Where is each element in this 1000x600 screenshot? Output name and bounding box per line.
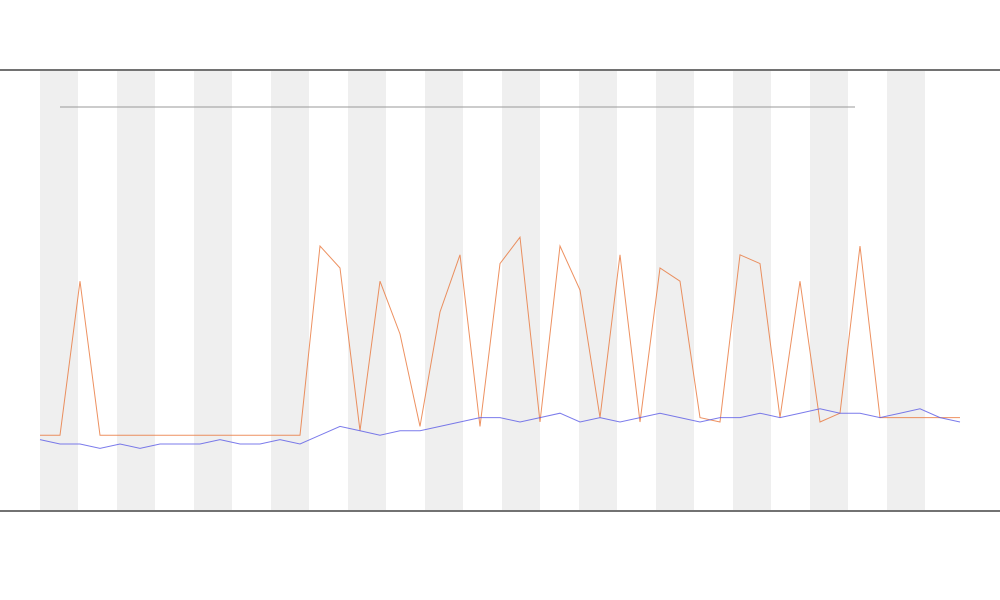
shade-band (117, 71, 155, 510)
shade-band (271, 71, 309, 510)
shade-band (810, 71, 848, 510)
series-line (40, 235, 960, 436)
shade-band (502, 71, 540, 510)
shade-band (194, 71, 232, 510)
shade-band (887, 71, 925, 510)
band-layer (40, 71, 925, 510)
shade-band (656, 71, 694, 510)
shade-band (579, 71, 617, 510)
shade-band (348, 71, 386, 510)
shade-band (40, 71, 78, 510)
shade-band (733, 71, 771, 510)
shade-band (425, 71, 463, 510)
series-line (39, 408, 961, 449)
